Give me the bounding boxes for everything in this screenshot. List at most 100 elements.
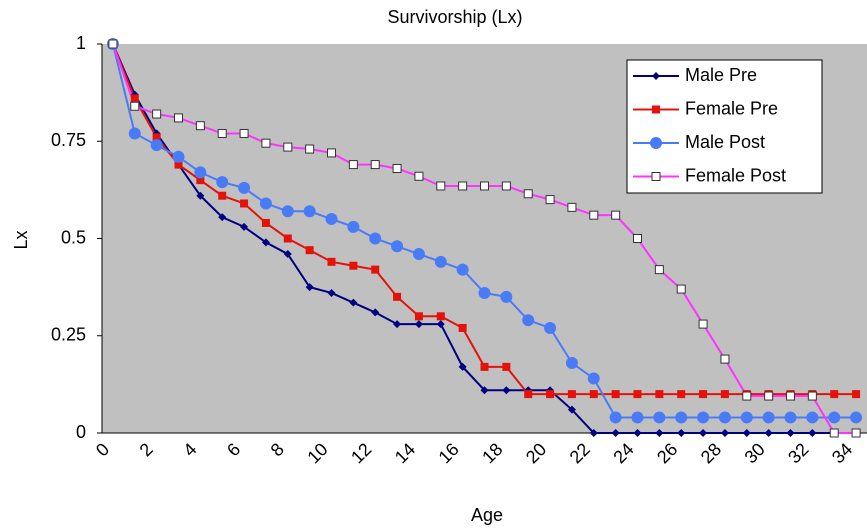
marker xyxy=(651,172,661,181)
marker xyxy=(720,390,729,399)
x-tick-label: 12 xyxy=(347,439,375,467)
y-tick-label: 1 xyxy=(76,33,86,53)
marker xyxy=(348,160,358,170)
legend-box xyxy=(626,59,823,194)
marker xyxy=(698,319,708,329)
marker xyxy=(677,429,686,437)
x-tick-label: 16 xyxy=(435,439,463,467)
marker xyxy=(414,171,424,181)
marker xyxy=(611,390,620,399)
marker xyxy=(327,288,336,297)
marker xyxy=(565,356,578,369)
x-tick-label: 10 xyxy=(303,439,331,467)
marker xyxy=(283,234,292,243)
x-tick-label: 2 xyxy=(136,439,157,460)
marker xyxy=(655,429,664,437)
marker xyxy=(544,321,557,334)
marker xyxy=(764,391,774,401)
marker xyxy=(589,210,599,220)
marker xyxy=(305,144,315,154)
marker xyxy=(239,128,249,138)
marker xyxy=(391,240,404,253)
marker xyxy=(261,218,270,227)
marker xyxy=(675,411,688,424)
marker xyxy=(650,137,662,149)
x-tick-label: 26 xyxy=(653,439,681,467)
marker xyxy=(216,176,229,189)
marker xyxy=(480,386,489,395)
marker xyxy=(764,429,773,437)
marker xyxy=(523,189,533,199)
marker xyxy=(652,72,660,80)
marker xyxy=(567,202,577,212)
marker xyxy=(218,213,227,222)
marker xyxy=(720,429,729,437)
x-tick-label: 34 xyxy=(828,439,856,467)
marker xyxy=(436,181,446,191)
marker xyxy=(609,411,622,424)
y-tick-label: 0.5 xyxy=(61,227,86,247)
marker xyxy=(196,191,205,200)
marker xyxy=(742,429,751,437)
marker xyxy=(740,411,753,424)
marker xyxy=(174,113,183,123)
marker xyxy=(655,390,664,399)
marker xyxy=(436,312,445,321)
legend-label: Male Pre xyxy=(685,65,757,85)
marker xyxy=(261,238,270,247)
marker xyxy=(371,308,380,317)
x-tick-label: 6 xyxy=(223,439,244,460)
marker xyxy=(851,428,861,438)
marker xyxy=(676,284,686,294)
marker xyxy=(699,429,708,437)
marker xyxy=(652,105,660,114)
marker xyxy=(807,391,817,401)
marker xyxy=(217,128,227,138)
marker xyxy=(370,160,380,170)
marker xyxy=(261,138,271,148)
y-tick-label: 0.25 xyxy=(51,325,86,345)
marker xyxy=(436,320,445,329)
marker xyxy=(392,163,402,173)
marker xyxy=(677,390,686,399)
marker xyxy=(283,250,292,259)
marker xyxy=(281,205,294,218)
marker xyxy=(414,312,423,321)
marker xyxy=(240,222,249,231)
marker xyxy=(806,411,819,424)
marker xyxy=(434,255,447,268)
x-tick-label: 0 xyxy=(92,439,113,460)
legend-label: Female Post xyxy=(685,165,786,185)
x-tick-label: 24 xyxy=(609,439,637,467)
marker xyxy=(697,411,710,424)
marker xyxy=(108,39,118,49)
marker xyxy=(283,142,293,152)
marker xyxy=(325,213,338,226)
marker xyxy=(850,411,863,424)
marker xyxy=(347,220,360,233)
y-tick-label: 0 xyxy=(76,422,86,442)
marker xyxy=(458,181,468,191)
marker xyxy=(305,283,314,292)
y-tick-label: 0.75 xyxy=(51,130,86,150)
marker xyxy=(633,390,642,399)
x-tick-label: 32 xyxy=(784,439,812,467)
marker xyxy=(130,101,140,111)
marker xyxy=(808,429,817,437)
marker xyxy=(742,391,752,401)
x-tick-label: 22 xyxy=(566,439,594,467)
x-tick-label: 30 xyxy=(741,439,769,467)
marker xyxy=(480,362,489,371)
marker xyxy=(393,292,402,301)
x-tick-label: 4 xyxy=(179,439,200,460)
marker xyxy=(589,390,598,399)
marker xyxy=(150,139,163,152)
marker xyxy=(327,257,336,266)
marker xyxy=(393,320,402,329)
x-tick-label: 18 xyxy=(478,439,506,467)
marker xyxy=(524,390,533,399)
marker xyxy=(478,286,491,299)
marker xyxy=(502,386,511,395)
marker xyxy=(545,195,555,205)
